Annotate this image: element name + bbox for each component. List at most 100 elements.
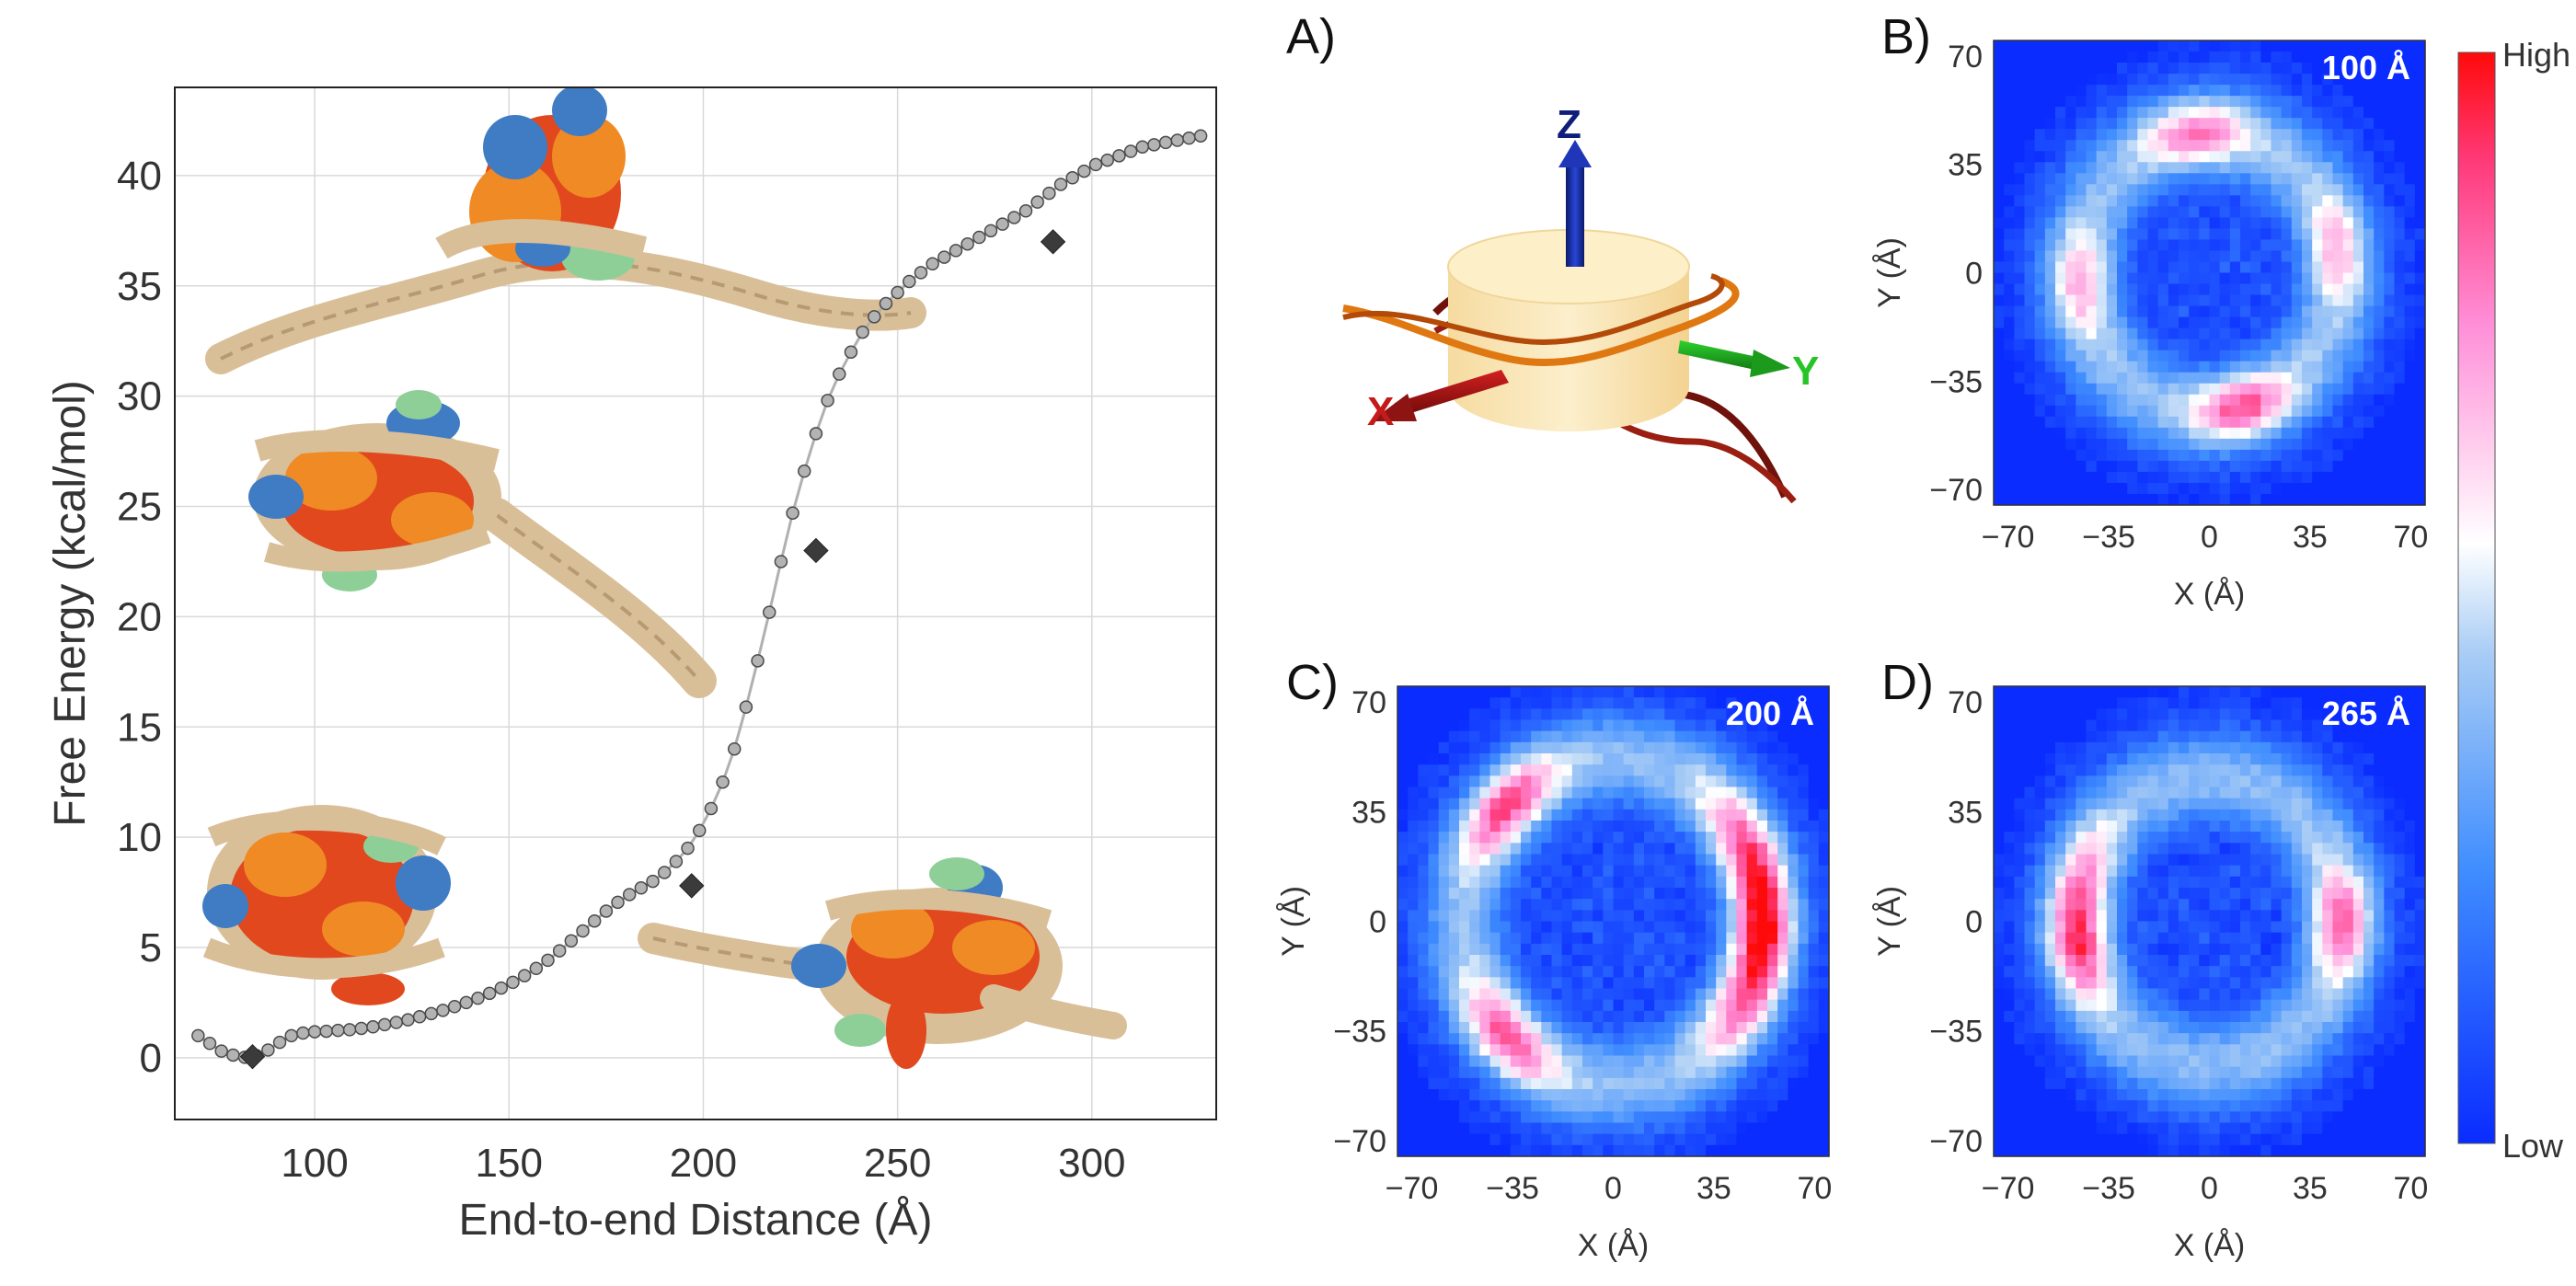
heatmap-cell bbox=[1818, 821, 1830, 832]
heatmap-cell bbox=[2117, 40, 2128, 52]
heatmap-cell bbox=[1489, 809, 1501, 821]
data-point bbox=[1030, 195, 1044, 209]
heatmap-cell bbox=[2024, 173, 2036, 185]
heatmap-cell bbox=[1798, 876, 1810, 889]
heatmap-cell bbox=[2281, 708, 2293, 721]
heatmap-cell bbox=[2127, 40, 2138, 52]
heatmap-cell bbox=[2229, 764, 2241, 776]
heatmap-cell bbox=[2209, 383, 2221, 396]
heatmap-cell bbox=[2414, 471, 2426, 484]
heatmap-cell bbox=[2250, 1100, 2261, 1112]
heatmap-cell bbox=[2342, 427, 2354, 440]
heatmap-cell bbox=[2055, 932, 2066, 945]
heatmap-cell bbox=[1500, 1055, 1512, 1068]
heatmap-cell bbox=[2229, 999, 2241, 1012]
heatmap-cell bbox=[1716, 787, 1727, 799]
heatmap-cell bbox=[2106, 118, 2118, 130]
heatmap-cell bbox=[2291, 821, 2303, 832]
heatmap-cell bbox=[2034, 876, 2046, 889]
heatmap-cell bbox=[2404, 261, 2416, 274]
heatmap-cell bbox=[2024, 1044, 2036, 1057]
heatmap-cell bbox=[2384, 394, 2396, 407]
heatmap-cell bbox=[1777, 921, 1788, 934]
heatmap-cell bbox=[1418, 741, 1430, 754]
heatmap-cell bbox=[2281, 184, 2293, 196]
heatmap-cell bbox=[2117, 493, 2128, 506]
heatmap-cell bbox=[2096, 85, 2108, 97]
heatmap-cell bbox=[1664, 977, 1676, 990]
heatmap-cell bbox=[2127, 416, 2138, 429]
heatmap-cell bbox=[2004, 129, 2015, 141]
heatmap-cell bbox=[2034, 697, 2046, 709]
heatmap-cell bbox=[1623, 899, 1635, 911]
heatmap-cell bbox=[2034, 339, 2046, 351]
heatmap-cell bbox=[1777, 730, 1788, 743]
heatmap-cell bbox=[2034, 261, 2046, 274]
heatmap-cell bbox=[2127, 1122, 2138, 1135]
heatmap-cell bbox=[2414, 283, 2426, 296]
heatmap-cell bbox=[2219, 787, 2231, 799]
heatmap-cell bbox=[2250, 107, 2261, 119]
heatmap-cell bbox=[2384, 140, 2396, 152]
heatmap-cell bbox=[2322, 493, 2334, 506]
heatmap-cell bbox=[1438, 932, 1450, 945]
heatmap-cell bbox=[1500, 798, 1512, 810]
heatmap-cell bbox=[2137, 899, 2149, 911]
heatmap-cell bbox=[1561, 1133, 1573, 1146]
heatmap-cell bbox=[1582, 719, 1593, 732]
heatmap-cell bbox=[1654, 1066, 1665, 1079]
heatmap-cell bbox=[2055, 843, 2066, 855]
heatmap-cell bbox=[2291, 427, 2303, 440]
heatmap-cell bbox=[2147, 955, 2159, 967]
heatmap-cell bbox=[1459, 798, 1470, 810]
heatmap-cell bbox=[2260, 854, 2272, 867]
heatmap-cell bbox=[1438, 787, 1450, 799]
heatmap-cell bbox=[2086, 921, 2098, 934]
heatmap-cell bbox=[2127, 1089, 2138, 1101]
heatmap-cell bbox=[1726, 719, 1738, 732]
heatmap-cell bbox=[2086, 1111, 2098, 1124]
heatmap-cell bbox=[1695, 1033, 1707, 1045]
heatmap-cell bbox=[1418, 876, 1430, 889]
heatmap-cell bbox=[2179, 372, 2190, 385]
heatmap-cell bbox=[2086, 787, 2098, 799]
heatmap-cell bbox=[1633, 1144, 1645, 1157]
heatmap-cell bbox=[1510, 697, 1522, 709]
heatmap-cell bbox=[2024, 228, 2036, 241]
heatmap-cell bbox=[2260, 943, 2272, 956]
heatmap-cell bbox=[2281, 753, 2293, 765]
heatmap-cell bbox=[2281, 394, 2293, 407]
heatmap-cell bbox=[2199, 162, 2211, 174]
heatmap-cell bbox=[2147, 482, 2159, 495]
heatmap-cell bbox=[2076, 854, 2087, 867]
heatmap-cell bbox=[2137, 460, 2149, 473]
heatmap-cell bbox=[1459, 999, 1470, 1012]
heatmap-cell bbox=[1788, 999, 1800, 1012]
heatmap-cell bbox=[1746, 775, 1758, 788]
heatmap-cell bbox=[1397, 741, 1409, 754]
heatmap-cell bbox=[1654, 1010, 1665, 1023]
heatmap-cell bbox=[2117, 1044, 2128, 1057]
heatmap-cell bbox=[2363, 173, 2375, 185]
heatmap-cell bbox=[1448, 966, 1460, 978]
heatmap-cell bbox=[2189, 955, 2200, 967]
heatmap-cell bbox=[1994, 1133, 2005, 1146]
heatmap-cell bbox=[1685, 988, 1696, 1001]
heatmap-cell bbox=[2127, 471, 2138, 484]
data-point bbox=[821, 394, 834, 408]
heatmap-cell bbox=[2363, 85, 2375, 97]
heatmap-cell bbox=[1531, 1055, 1542, 1068]
heatmap-cell bbox=[1571, 775, 1583, 788]
heatmap-cell bbox=[2281, 932, 2293, 945]
heatmap-cell bbox=[2168, 741, 2179, 754]
heatmap-cell bbox=[1613, 910, 1625, 923]
heatmap-cell bbox=[2086, 764, 2098, 776]
heatmap-cell bbox=[2219, 140, 2231, 152]
heatmap-cell bbox=[1695, 1066, 1707, 1079]
heatmap-cell bbox=[1798, 921, 1810, 934]
heatmap-cell bbox=[2384, 129, 2396, 141]
heatmap-cell bbox=[2260, 250, 2272, 263]
heatmap-cell bbox=[1500, 775, 1512, 788]
heatmap-cell bbox=[1633, 1122, 1645, 1135]
heatmap-cell bbox=[1582, 1010, 1593, 1023]
